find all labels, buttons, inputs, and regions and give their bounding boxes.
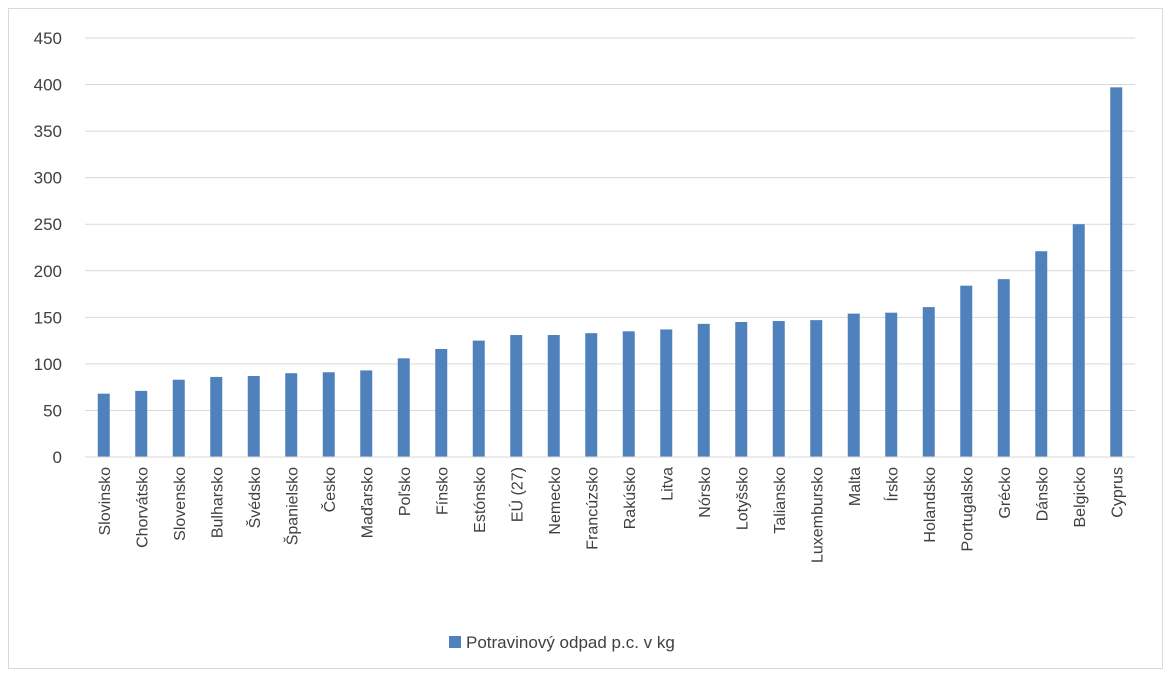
y-tick-label: 450	[34, 29, 62, 48]
bar	[997, 279, 1010, 457]
bar	[172, 379, 185, 457]
x-category-label: Fínsko	[434, 467, 451, 515]
x-category-label: Chorvátsko	[134, 467, 151, 548]
bar	[1035, 251, 1048, 457]
x-category-label: Írsko	[882, 467, 901, 502]
x-category-label: Rakúsko	[622, 467, 639, 529]
bar	[697, 323, 710, 457]
x-category-label: Grécko	[997, 467, 1014, 519]
y-tick-label: 250	[34, 215, 62, 234]
bar	[247, 375, 260, 457]
x-category-label: Lotyšsko	[734, 467, 751, 530]
x-category-label: Maďarsko	[359, 467, 376, 538]
bar	[472, 340, 485, 457]
legend-swatch	[449, 636, 461, 648]
y-tick-label: 150	[34, 308, 62, 327]
x-category-label: Malta	[847, 467, 864, 506]
bar	[810, 320, 823, 457]
bar	[585, 333, 598, 457]
x-category-label: Bulharsko	[209, 467, 226, 538]
x-category-label: Poľsko	[397, 467, 414, 516]
bar	[210, 376, 223, 457]
bar	[885, 312, 898, 457]
x-category-label: Luxembursko	[809, 467, 826, 563]
bar	[1072, 224, 1085, 457]
y-tick-label: 400	[34, 76, 62, 95]
bar	[1110, 87, 1123, 458]
x-category-label: Dánsko	[1034, 467, 1051, 521]
x-category-label: Slovinsko	[97, 467, 114, 536]
y-tick-label: 350	[34, 122, 62, 141]
gridlines	[85, 37, 1135, 411]
y-axis-ticks: 0 50 100 150 200 250 300 350 400 450	[34, 29, 62, 467]
bar	[435, 348, 448, 457]
x-category-label: Švédsko	[245, 467, 264, 528]
bar	[510, 335, 523, 457]
x-category-label: EÚ (27)	[507, 467, 526, 522]
bars	[97, 87, 1123, 458]
x-category-label: Litva	[659, 467, 676, 501]
x-category-label: Cyprus	[1109, 467, 1126, 518]
y-tick-label: 0	[53, 448, 62, 467]
bar	[135, 390, 148, 457]
x-category-label: Francúzsko	[584, 467, 601, 550]
bar	[847, 313, 860, 457]
x-category-label: Česko	[320, 467, 339, 512]
y-tick-label: 100	[34, 355, 62, 374]
bar	[772, 321, 785, 457]
bar	[922, 307, 935, 457]
bar	[397, 358, 410, 457]
bar	[960, 285, 973, 457]
legend-label: Potravinový odpad p.c. v kg	[466, 633, 675, 652]
bar	[322, 372, 335, 457]
bar	[285, 373, 298, 457]
x-category-label: Estónsko	[472, 467, 489, 533]
y-tick-label: 50	[43, 401, 62, 420]
x-category-label: Nórsko	[697, 467, 714, 518]
bar	[735, 321, 748, 457]
legend: Potravinový odpad p.c. v kg	[449, 633, 675, 652]
bar	[97, 393, 110, 457]
x-category-label: Portugalsko	[959, 467, 976, 552]
x-axis-labels: Slovinsko Chorvátsko Slovensko Bulharsko Švé…	[97, 467, 1127, 563]
x-category-label: Španielsko	[282, 467, 301, 545]
bar	[360, 370, 373, 457]
x-category-label: Holandsko	[922, 467, 939, 543]
x-category-label: Nemecko	[547, 467, 564, 535]
bar	[547, 335, 560, 457]
x-category-label: Slovensko	[172, 467, 189, 541]
x-category-label: Belgicko	[1072, 467, 1089, 528]
bar	[660, 329, 673, 457]
y-tick-label: 200	[34, 262, 62, 281]
x-category-label: Taliansko	[772, 467, 789, 534]
y-tick-label: 300	[34, 169, 62, 188]
bar	[622, 331, 635, 457]
